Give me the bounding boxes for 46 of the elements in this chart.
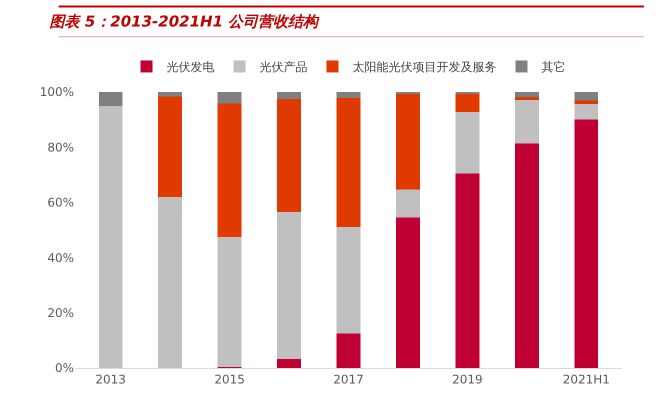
bar [158, 196, 182, 368]
x-tick-label: 2015 [214, 372, 245, 386]
bar [336, 92, 360, 98]
legend-label: 光伏发电 [166, 60, 214, 74]
bar [396, 217, 420, 368]
bar [514, 144, 539, 368]
bar [277, 212, 301, 360]
bar [396, 93, 420, 190]
y-tick-label: 60% [47, 196, 74, 210]
bar [277, 92, 301, 99]
bar [514, 100, 539, 144]
y-tick-label: 40% [47, 250, 74, 265]
bar [336, 98, 360, 228]
bar [574, 92, 598, 101]
bar [396, 190, 420, 218]
bar [514, 96, 539, 100]
bar [456, 94, 480, 112]
y-tick-label: 100% [40, 85, 74, 100]
bar [574, 120, 598, 368]
bar [218, 104, 242, 237]
bar [158, 92, 182, 97]
bar [514, 92, 539, 97]
y-tick-label: 20% [47, 306, 74, 320]
bar [277, 98, 301, 212]
chart-title: 图表 5：2013-2021H1 公司营收结构 [50, 12, 320, 30]
bar [456, 173, 480, 368]
bar [574, 104, 598, 120]
x-tick-label: 2019 [452, 372, 483, 386]
bar [336, 334, 360, 368]
bar [218, 92, 242, 104]
x-tick-label: 2013 [95, 372, 126, 386]
x-tick-label: 2021H1 [562, 372, 610, 386]
bar [98, 106, 123, 368]
legend-label: 太阳能光伏项目开发及服务 [352, 60, 496, 74]
x-tick-label: 2017 [333, 372, 364, 386]
bar [98, 92, 123, 106]
bar [277, 359, 301, 368]
legend-label: 光伏产品 [260, 60, 308, 74]
bar [218, 236, 242, 368]
y-tick-label: 80% [47, 140, 74, 154]
legend-label: 其它 [542, 60, 566, 74]
bar [336, 227, 360, 334]
bar [158, 96, 182, 197]
bar [574, 100, 598, 104]
bar [456, 112, 480, 174]
y-tick-label: 0% [54, 361, 74, 376]
